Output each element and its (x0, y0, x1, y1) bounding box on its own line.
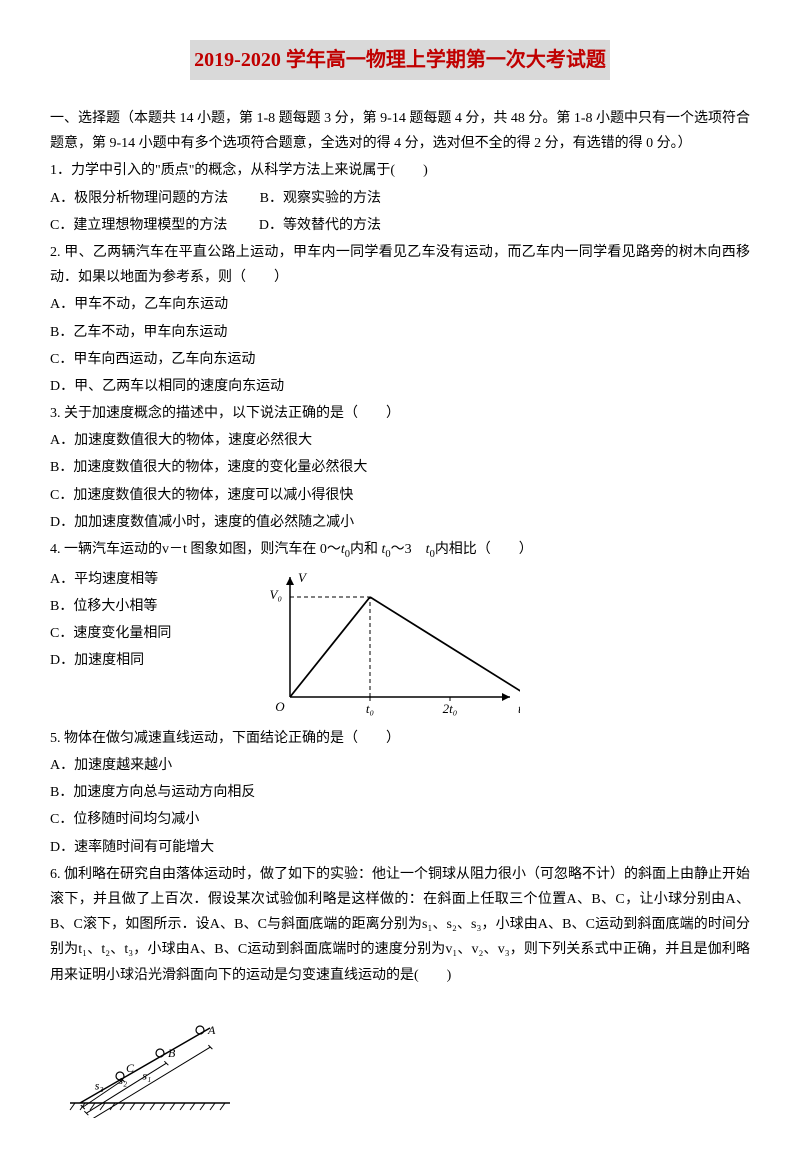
svg-text:t₀: t₀ (366, 701, 374, 716)
q3-d: D．加加速度数值减小时，速度的值必然随之减小 (50, 510, 750, 535)
svg-text:V: V (298, 570, 308, 585)
svg-text:O: O (275, 699, 285, 714)
q4-b: B．位移大小相等 (50, 594, 250, 619)
q4-c: C．速度变化量相同 (50, 621, 250, 646)
q4-stem-p1: 4. 一辆汽车运动的v－t 图象如图，则汽车在 0～ (50, 542, 341, 557)
q1-d: D．等效替代的方法 (259, 218, 381, 233)
q2-d: D．甲、乙两车以相同的速度向东运动 (50, 374, 750, 399)
q1-row1: A．极限分析物理问题的方法 B．观察实验的方法 (50, 186, 750, 211)
q1-a: A．极限分析物理问题的方法 (50, 191, 228, 206)
q2-c: C．甲车向西运动，乙车向东运动 (50, 347, 750, 372)
q5-a: A．加速度越来越小 (50, 753, 750, 778)
page-title: 2019-2020 学年高一物理上学期第一次大考试题 (190, 40, 610, 80)
q4-stem-p2: 内和 (350, 542, 382, 557)
q4-stem-p3: ～3 (391, 542, 426, 557)
svg-text:C: C (126, 1061, 135, 1075)
svg-text:V₀: V₀ (270, 587, 282, 602)
q2-stem: 2. 甲、乙两辆汽车在平直公路上运动，甲车内一同学看见乙车没有运动，而乙车内一同… (50, 240, 750, 290)
q1-b: B．观察实验的方法 (260, 191, 381, 206)
q1-row2: C．建立理想物理模型的方法 D．等效替代的方法 (50, 213, 750, 238)
q3-b: B．加速度数值很大的物体，速度的变化量必然很大 (50, 455, 750, 480)
q5-stem: 5. 物体在做匀减速直线运动，下面结论正确的是（ ） (50, 726, 750, 751)
svg-text:t: t (518, 701, 520, 716)
q5-d: D．速率随时间有可能增大 (50, 835, 750, 860)
q1-c: C．建立理想物理模型的方法 (50, 218, 227, 233)
q4-stem: 4. 一辆汽车运动的v－t 图象如图，则汽车在 0～t0内和 t0～3 t0内相… (50, 537, 750, 565)
section-intro: 一、选择题（本题共 14 小题，第 1-8 题每题 3 分，第 9-14 题每题… (50, 106, 750, 156)
q2-a: A．甲车不动，乙车向东运动 (50, 292, 750, 317)
q3-stem: 3. 关于加速度概念的描述中，以下说法正确的是（ ） (50, 401, 750, 426)
q4-stem-p4: 内相比（ ） (435, 542, 533, 557)
q1-stem: 1．力学中引入的"质点"的概念，从科学方法上来说属于( ) (50, 158, 750, 183)
q3-a: A．加速度数值很大的物体，速度必然很大 (50, 428, 750, 453)
svg-text:2t₀: 2t₀ (443, 701, 458, 716)
q6-incline-diagram: ABCs₁s₂s₃ (50, 998, 750, 1127)
q6-stem: 6. 伽利略在研究自由落体运动时，做了如下的实验：他让一个铜球从阻力很小（可忽略… (50, 862, 750, 988)
svg-text:A: A (207, 1023, 216, 1037)
q2-b: B．乙车不动，甲车向东运动 (50, 320, 750, 345)
svg-text:B: B (168, 1046, 176, 1060)
q5-c: C．位移随时间均匀减小 (50, 807, 750, 832)
svg-text:s₃: s₃ (95, 1078, 104, 1092)
q4-vt-graph: Ot₀2t₀3t₀tV₀V (260, 567, 520, 726)
q4-a: A．平均速度相等 (50, 567, 250, 592)
q3-c: C．加速度数值很大的物体，速度可以减小得很快 (50, 483, 750, 508)
q5-b: B．加速度方向总与运动方向相反 (50, 780, 750, 805)
q4-d: D．加速度相同 (50, 648, 250, 673)
